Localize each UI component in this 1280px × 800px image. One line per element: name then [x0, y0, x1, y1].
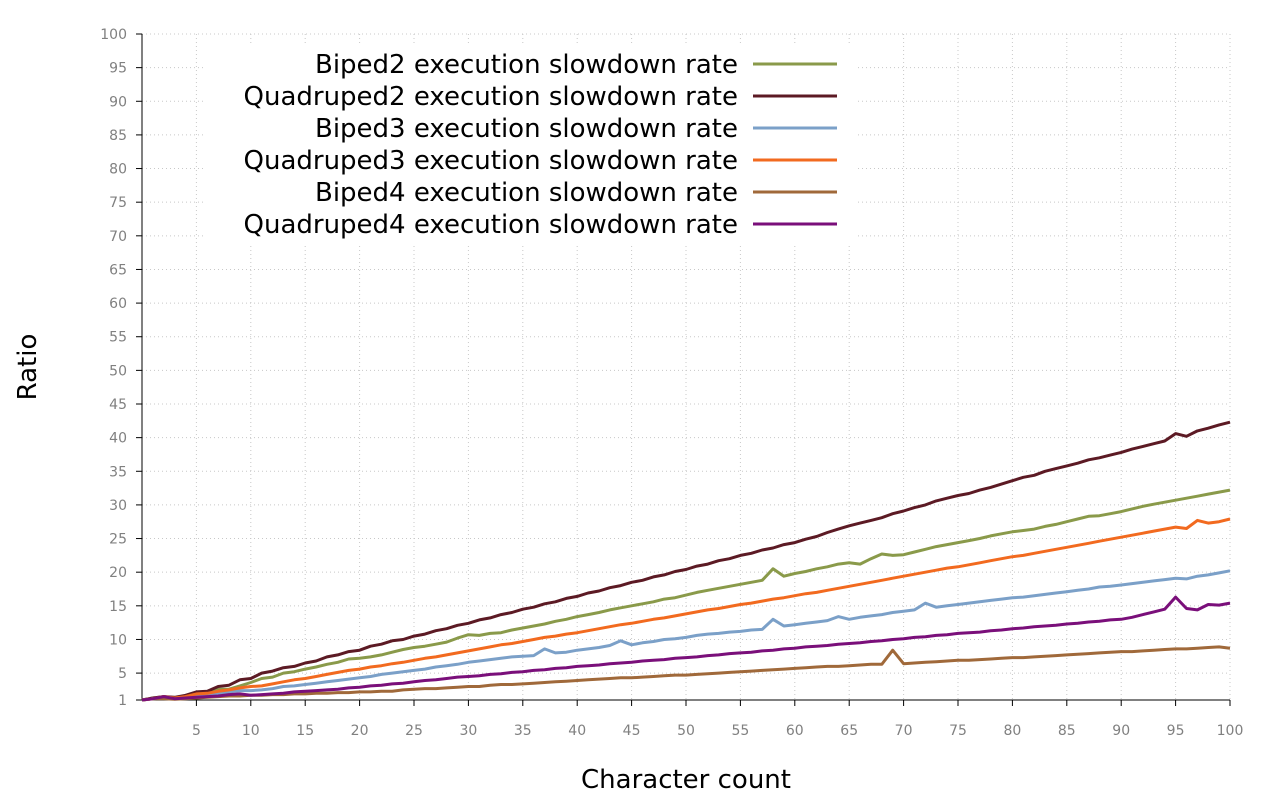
x-tick-label: 50	[677, 723, 695, 739]
legend-label-4: Quadruped3 execution slowdown rate	[244, 146, 739, 176]
series-line-4	[141, 517, 1231, 702]
y-tick-label: 15	[109, 599, 127, 615]
y-tick-label: 45	[109, 397, 127, 413]
y-tick-label: 1	[118, 693, 127, 709]
legend-background	[205, 44, 855, 244]
x-tick-label: 55	[731, 723, 749, 739]
y-tick-label: 10	[109, 632, 127, 648]
series-line-2	[141, 420, 1231, 702]
x-tick-label: 100	[1217, 723, 1244, 739]
x-tick-label: 10	[242, 723, 260, 739]
y-tick-labels: 1510152025303540455055606570758085909510…	[100, 27, 142, 709]
y-tick-label: 100	[100, 27, 127, 43]
x-tick-label: 75	[949, 723, 967, 739]
y-tick-label: 95	[109, 61, 127, 77]
x-tick-label: 15	[296, 723, 314, 739]
x-axis-title: Character count	[581, 765, 791, 795]
y-tick-label: 50	[109, 363, 127, 379]
legend-label-6: Quadruped4 execution slowdown rate	[244, 210, 739, 240]
y-tick-label: 85	[109, 128, 127, 144]
y-tick-label: 55	[109, 330, 127, 346]
series-line-6	[141, 595, 1231, 702]
x-tick-label: 45	[623, 723, 641, 739]
y-tick-label: 65	[109, 262, 127, 278]
y-tick-label: 75	[109, 195, 127, 211]
x-tick-label: 5	[192, 723, 201, 739]
x-tick-label: 20	[351, 723, 369, 739]
series-line-1	[141, 488, 1231, 702]
y-tick-label: 5	[118, 666, 127, 682]
x-tick-label: 90	[1112, 723, 1130, 739]
x-tick-label: 70	[895, 723, 913, 739]
x-tick-label: 65	[840, 723, 858, 739]
y-tick-label: 25	[109, 532, 127, 548]
x-tick-labels: 5 10 15 20 25 30 35 40 45 50 55 60 65 70 75 80 85 90 95 100	[192, 700, 1243, 739]
y-tick-label: 90	[109, 94, 127, 110]
x-tick-label: 35	[514, 723, 532, 739]
x-tick-label: 30	[459, 723, 477, 739]
x-tick-label: 85	[1058, 723, 1076, 739]
x-tick-label: 25	[405, 723, 423, 739]
series-line-5	[141, 645, 1231, 702]
x-tick-label: 60	[786, 723, 804, 739]
legend: Biped2 execution slowdown rateQuadruped2…	[205, 44, 855, 244]
y-axis-title: Ratio	[13, 334, 43, 401]
y-tick-label: 30	[109, 498, 127, 514]
y-tick-label: 20	[109, 565, 127, 581]
y-tick-label: 40	[109, 431, 127, 447]
x-tick-label: 95	[1167, 723, 1185, 739]
legend-label-2: Quadruped2 execution slowdown rate	[244, 82, 739, 112]
legend-label-5: Biped4 execution slowdown rate	[315, 178, 738, 208]
y-tick-label: 35	[109, 464, 127, 480]
x-tick-label: 80	[1003, 723, 1021, 739]
legend-label-3: Biped3 execution slowdown rate	[315, 114, 738, 144]
x-tick-label: 40	[568, 723, 586, 739]
legend-label-1: Biped2 execution slowdown rate	[315, 50, 738, 80]
y-tick-label: 70	[109, 229, 127, 245]
y-tick-label: 80	[109, 162, 127, 178]
series-line-3	[141, 569, 1231, 702]
y-tick-label: 60	[109, 296, 127, 312]
series-lines	[141, 420, 1231, 702]
